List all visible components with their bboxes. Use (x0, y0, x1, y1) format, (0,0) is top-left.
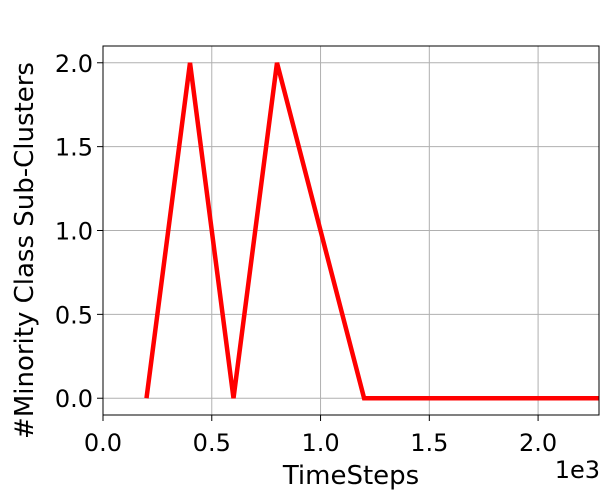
x-tick-label-2: 1.0 (301, 429, 339, 457)
series-line-0 (144, 62, 599, 401)
y-tick-label-4: 2.0 (55, 50, 93, 78)
x-axis-offset-label: 1e3 (555, 456, 600, 484)
x-tick-label-4: 2.0 (519, 429, 557, 457)
y-axis-label: #Minority Class Sub-Clusters (10, 62, 40, 439)
y-tick-label-0: 0.0 (55, 385, 93, 413)
series-group (144, 62, 599, 401)
y-tick-label-3: 1.5 (55, 134, 93, 162)
grid-lines (102, 46, 599, 415)
y-tick-label-2: 1.0 (55, 218, 93, 246)
x-tick-label-1: 0.5 (193, 429, 231, 457)
x-tick-label-3: 1.5 (410, 429, 448, 457)
y-tick-label-1: 0.5 (55, 301, 93, 329)
x-tick-label-0: 0.0 (84, 429, 122, 457)
tick-group: 0.0 0.5 1.0 1.5 2.0 0.0 0.5 1.0 1.5 2.0 (55, 50, 557, 457)
x-axis-label: TimeSteps (282, 461, 419, 491)
